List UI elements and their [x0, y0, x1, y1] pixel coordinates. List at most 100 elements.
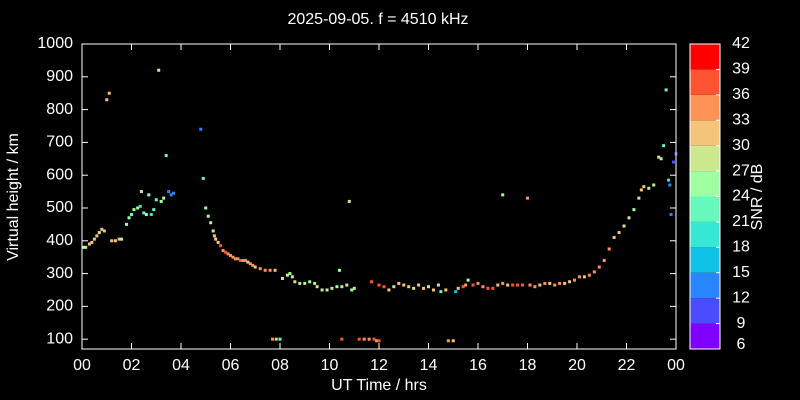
data-point: [199, 127, 203, 131]
data-point: [382, 285, 386, 289]
data-point: [84, 245, 88, 249]
data-point: [431, 288, 435, 292]
data-point: [105, 98, 109, 102]
data-point: [330, 286, 334, 290]
data-point: [526, 196, 529, 200]
data-point: [113, 239, 117, 243]
data-point: [95, 234, 99, 238]
data-point: [466, 278, 470, 282]
data-point: [226, 252, 230, 256]
data-point: [268, 268, 272, 272]
data-point: [285, 273, 289, 277]
x-tick-label: 16: [469, 357, 487, 374]
data-point: [533, 285, 537, 289]
x-tick-label: 10: [321, 357, 339, 374]
data-point: [506, 283, 510, 287]
data-point: [280, 276, 284, 280]
data-point: [511, 283, 515, 287]
colorbar-bin: [690, 120, 720, 146]
data-point: [149, 213, 153, 217]
data-point: [246, 260, 250, 264]
colorbar-bin: [690, 323, 720, 349]
data-point: [337, 268, 341, 272]
data-point: [219, 244, 223, 248]
data-point: [313, 281, 317, 285]
data-point: [543, 281, 547, 285]
data-point: [120, 237, 124, 241]
data-point: [427, 285, 430, 289]
data-point: [102, 229, 106, 233]
data-point: [117, 237, 121, 241]
data-point: [607, 247, 611, 251]
data-point: [417, 283, 421, 287]
data-point: [308, 280, 312, 284]
data-point: [672, 160, 676, 164]
data-point: [142, 211, 146, 215]
x-axis-label: UT Time / hrs: [331, 377, 427, 394]
data-point: [597, 265, 601, 269]
data-point: [617, 231, 621, 235]
colorbar-tick-label: 36: [732, 86, 750, 103]
data-point: [568, 280, 572, 284]
y-tick-label: 200: [46, 298, 73, 315]
data-point: [592, 270, 596, 274]
colorbar-label: SNR / dB: [749, 164, 766, 231]
y-tick-label: 100: [46, 330, 73, 347]
colorbar-tick-label: 24: [732, 188, 750, 205]
data-point: [486, 286, 490, 290]
data-point: [627, 216, 631, 220]
data-point: [154, 198, 158, 202]
colorbar-tick-label: 15: [732, 264, 750, 281]
data-point: [377, 283, 381, 287]
data-point: [659, 157, 663, 161]
data-point: [662, 144, 666, 148]
data-point: [132, 208, 136, 212]
data-point: [667, 178, 671, 182]
data-point: [258, 267, 262, 271]
data-point: [130, 213, 133, 217]
data-point: [454, 290, 458, 294]
data-point: [451, 339, 455, 343]
data-point: [273, 268, 277, 272]
data-point: [231, 255, 235, 259]
data-point: [491, 286, 495, 290]
colorbar-tick-label: 9: [737, 315, 746, 332]
data-point: [144, 213, 148, 217]
data-point: [377, 339, 381, 343]
data-point: [159, 199, 163, 203]
data-point: [582, 275, 586, 279]
data-point: [169, 193, 173, 197]
data-point: [290, 275, 294, 279]
colorbar-bin: [690, 171, 720, 197]
data-point: [136, 206, 140, 210]
data-point: [387, 288, 391, 292]
data-point: [87, 242, 91, 246]
y-tick-label: 300: [46, 265, 73, 282]
data-point: [340, 337, 344, 341]
data-point: [204, 206, 208, 210]
y-tick-label: 500: [46, 199, 73, 216]
data-point: [157, 68, 161, 72]
data-point: [100, 227, 104, 231]
data-point: [271, 337, 275, 341]
x-tick-label: 02: [123, 357, 141, 374]
data-point: [501, 281, 505, 285]
x-tick-label: 12: [370, 357, 388, 374]
y-tick-label: 600: [46, 166, 73, 183]
data-point: [243, 258, 247, 262]
data-point: [125, 222, 129, 226]
colorbar-bin: [690, 272, 720, 299]
data-point: [407, 285, 411, 289]
data-point: [642, 185, 646, 189]
data-point: [167, 190, 171, 194]
data-point: [274, 337, 278, 341]
plot-frame: [81, 43, 677, 350]
data-point: [162, 196, 166, 200]
x-tick-label: 00: [667, 357, 685, 374]
data-point: [538, 283, 542, 287]
data-point: [622, 224, 626, 228]
data-point: [412, 286, 416, 290]
data-point: [602, 258, 606, 262]
data-point: [392, 285, 396, 289]
y-tick-label: 800: [46, 101, 73, 118]
